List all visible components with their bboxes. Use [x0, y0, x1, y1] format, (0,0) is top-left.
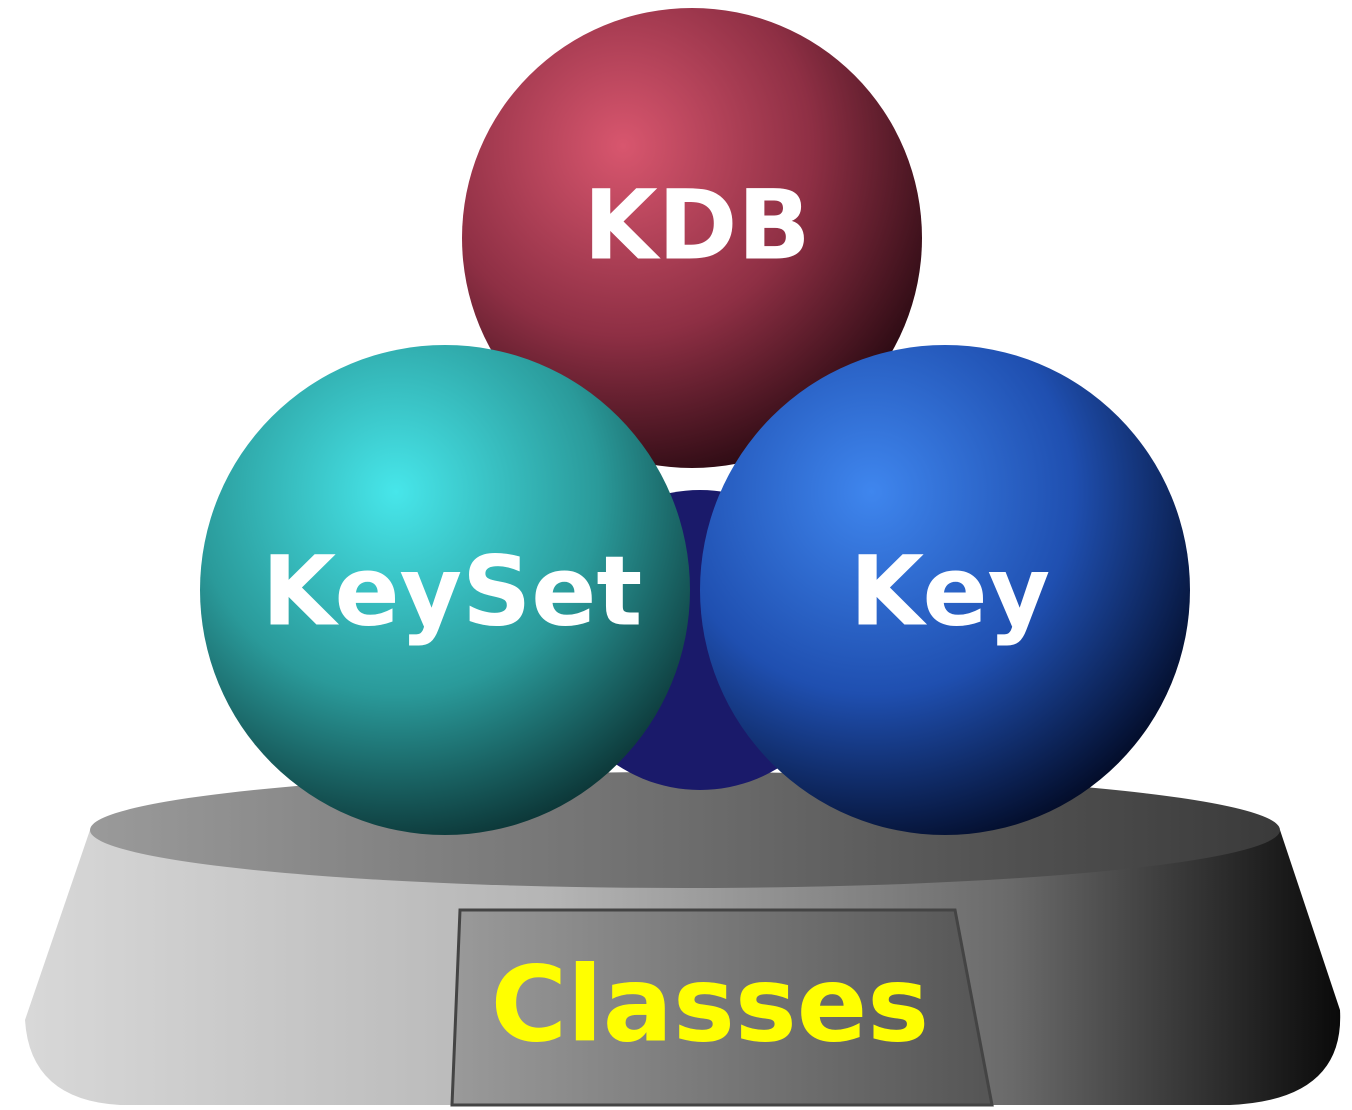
sphere-label: KeySet [262, 535, 643, 647]
illustration: KDB KeySet Key Classes [0, 0, 1352, 1110]
sphere-label: Key [850, 535, 1050, 647]
sphere-label: KDB [583, 169, 810, 281]
page: KDB KeySet Key Classes (() => { const da… [0, 0, 1352, 1110]
pedestal-top [90, 772, 1280, 888]
plaque-label: Classes [491, 943, 929, 1065]
